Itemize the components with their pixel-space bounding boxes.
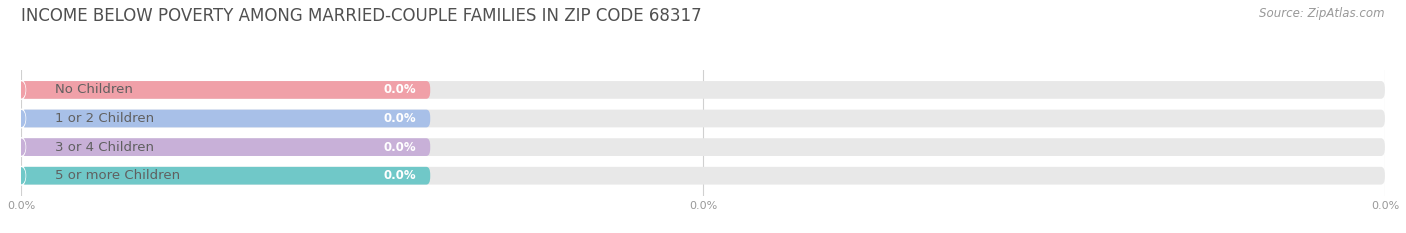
FancyBboxPatch shape	[21, 110, 1385, 127]
Circle shape	[17, 139, 25, 155]
Text: 1 or 2 Children: 1 or 2 Children	[55, 112, 155, 125]
Circle shape	[17, 138, 25, 156]
Circle shape	[17, 111, 25, 127]
Text: 0.0%: 0.0%	[384, 83, 416, 96]
Circle shape	[17, 109, 25, 128]
FancyBboxPatch shape	[21, 81, 1385, 99]
Circle shape	[17, 166, 25, 185]
FancyBboxPatch shape	[21, 81, 430, 99]
FancyBboxPatch shape	[21, 138, 430, 156]
Text: No Children: No Children	[55, 83, 134, 96]
Text: 5 or more Children: 5 or more Children	[55, 169, 180, 182]
Text: 0.0%: 0.0%	[384, 112, 416, 125]
Text: 0.0%: 0.0%	[384, 140, 416, 154]
Circle shape	[17, 82, 25, 98]
Circle shape	[17, 168, 25, 184]
Circle shape	[17, 81, 25, 99]
Text: 3 or 4 Children: 3 or 4 Children	[55, 140, 155, 154]
FancyBboxPatch shape	[21, 167, 1385, 185]
Text: INCOME BELOW POVERTY AMONG MARRIED-COUPLE FAMILIES IN ZIP CODE 68317: INCOME BELOW POVERTY AMONG MARRIED-COUPL…	[21, 7, 702, 25]
FancyBboxPatch shape	[21, 110, 430, 127]
Text: Source: ZipAtlas.com: Source: ZipAtlas.com	[1260, 7, 1385, 20]
FancyBboxPatch shape	[21, 138, 1385, 156]
Text: 0.0%: 0.0%	[384, 169, 416, 182]
FancyBboxPatch shape	[21, 167, 430, 185]
